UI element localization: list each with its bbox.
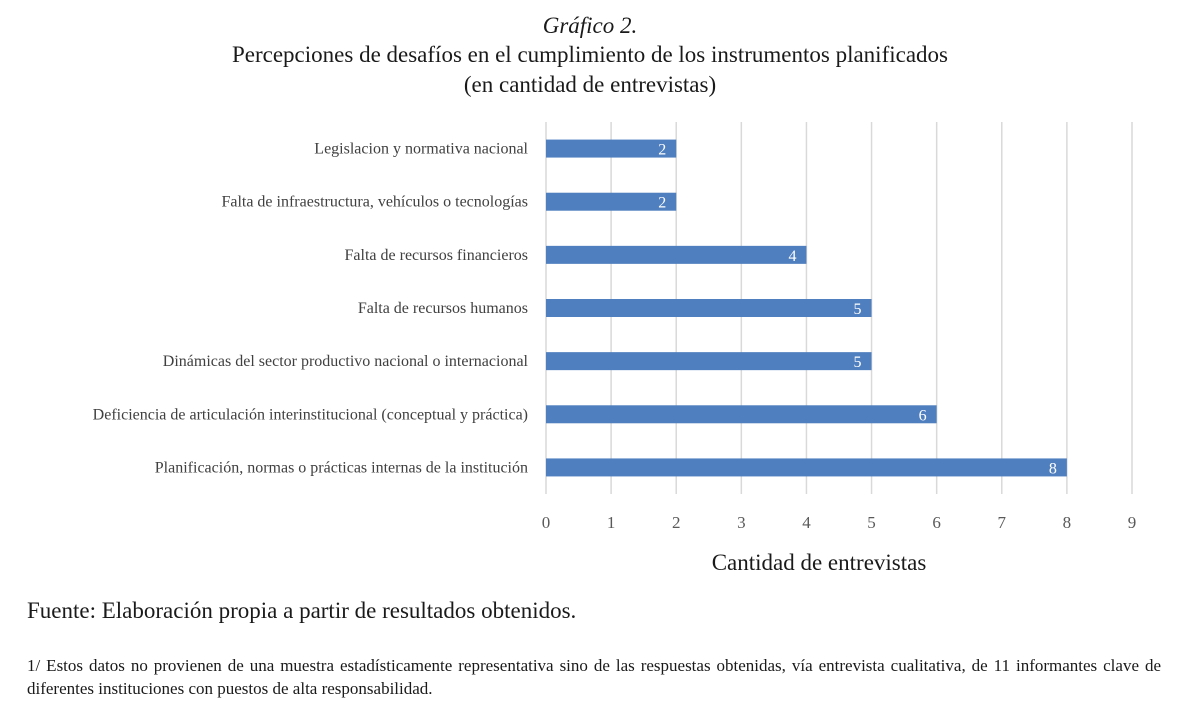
chart-title-block: Gráfico 2. Percepciones de desafíos en e… <box>0 12 1180 100</box>
x-tick-label: 2 <box>672 513 681 532</box>
x-tick-label: 8 <box>1063 513 1072 532</box>
category-label: Legislacion y normativa nacional <box>314 141 528 158</box>
bar <box>546 245 807 264</box>
x-tick-label: 5 <box>867 513 876 532</box>
category-label: Planificación, normas o prácticas intern… <box>155 459 528 476</box>
data-label: 4 <box>788 248 796 265</box>
bar <box>546 405 937 424</box>
bar-chart: 2 2 4 5 5 6 8 Legislacion y normativa nacional… <box>93 122 1137 575</box>
x-tick-label: 6 <box>932 513 941 532</box>
data-label: 2 <box>658 195 666 212</box>
x-tick-label: 0 <box>542 513 551 532</box>
x-tick-label: 3 <box>737 513 746 532</box>
data-label: 2 <box>658 142 666 159</box>
data-label: 6 <box>919 407 927 424</box>
x-axis-label: Cantidad de entrevistas <box>712 550 927 575</box>
x-axis-ticks: 0 1 2 3 4 5 6 7 8 9 <box>542 513 1137 532</box>
bar <box>546 458 1067 477</box>
chart-title: Percepciones de desafíos en el cumplimie… <box>231 42 948 67</box>
bars: 2 2 4 5 5 6 8 <box>546 139 1067 477</box>
x-tick-label: 1 <box>607 513 616 532</box>
data-label: 5 <box>854 354 862 371</box>
category-label: Falta de infraestructura, vehículos o te… <box>221 194 528 211</box>
category-label: Deficiencia de articulación interinstitu… <box>93 406 528 423</box>
x-tick-label: 9 <box>1128 513 1137 532</box>
category-label: Falta de recursos financieros <box>345 247 528 264</box>
source-note: Fuente: Elaboración propia a partir de r… <box>27 598 577 623</box>
figure-number: Gráfico 2. <box>542 13 638 38</box>
data-label: 8 <box>1049 460 1057 477</box>
x-tick-label: 7 <box>998 513 1007 532</box>
bar <box>546 192 677 211</box>
bar <box>546 299 872 317</box>
footnote: 1/ Estos datos no provienen de una muest… <box>27 656 1161 698</box>
data-label: 5 <box>854 301 862 318</box>
x-tick-label: 4 <box>802 513 811 532</box>
category-labels: Legislacion y normativa nacional Falta de… <box>93 141 529 477</box>
bar <box>546 352 872 371</box>
category-label: Falta de recursos humanos <box>358 300 528 317</box>
bar <box>546 139 677 158</box>
chart-subtitle: (en cantidad de entrevistas) <box>463 72 717 97</box>
category-label: Dinámicas del sector productivo nacional… <box>163 353 529 370</box>
